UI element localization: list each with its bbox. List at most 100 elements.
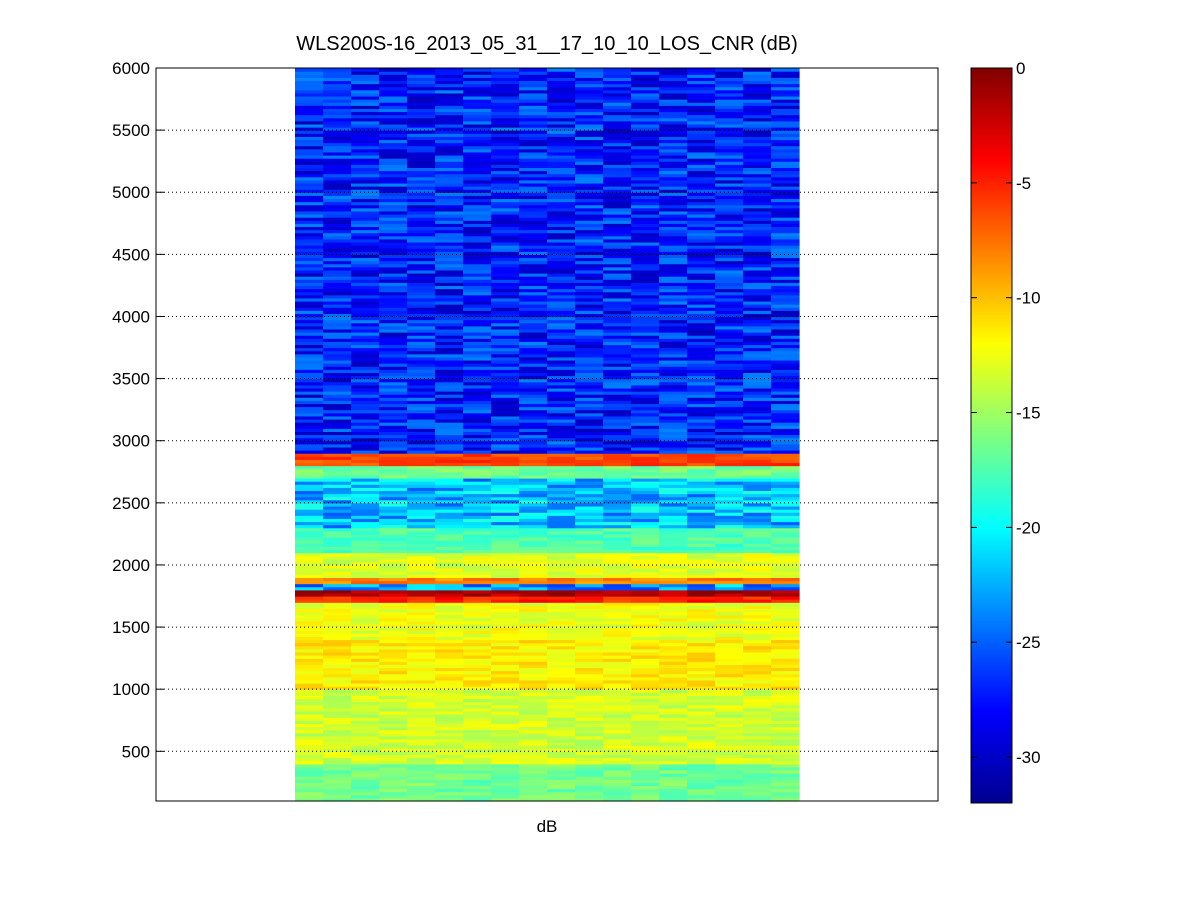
heatmap-cell bbox=[687, 403, 716, 408]
heatmap-cell bbox=[491, 686, 520, 690]
heatmap-cell bbox=[435, 785, 464, 790]
heatmap-cell bbox=[435, 437, 464, 442]
heatmap-cell bbox=[351, 692, 380, 696]
heatmap-cell bbox=[771, 530, 800, 535]
heatmap-cell bbox=[743, 518, 772, 523]
heatmap-cell bbox=[771, 636, 800, 641]
heatmap-cell bbox=[659, 397, 688, 401]
heatmap-cell bbox=[519, 409, 548, 414]
heatmap-cell bbox=[323, 288, 352, 293]
heatmap-cell bbox=[491, 161, 520, 165]
heatmap-cell bbox=[715, 403, 744, 408]
heatmap-cell bbox=[547, 574, 576, 578]
heatmap-cell bbox=[323, 201, 352, 206]
heatmap-cell bbox=[659, 714, 688, 718]
heatmap-cell bbox=[463, 580, 492, 585]
heatmap-cell bbox=[379, 288, 408, 293]
heatmap-cell bbox=[295, 679, 324, 684]
heatmap-cell bbox=[659, 316, 688, 321]
heatmap-cell bbox=[603, 754, 632, 759]
heatmap-cell bbox=[491, 642, 520, 647]
heatmap-cell bbox=[771, 387, 800, 392]
heatmap-cell bbox=[631, 95, 660, 100]
heatmap-cell bbox=[519, 794, 548, 799]
heatmap-cell bbox=[491, 415, 520, 420]
heatmap-cell bbox=[547, 763, 576, 768]
heatmap-cell bbox=[659, 282, 688, 287]
heatmap-cell bbox=[631, 198, 660, 203]
heatmap-cell bbox=[547, 766, 576, 771]
heatmap-cell bbox=[351, 226, 380, 231]
heatmap-cell bbox=[743, 164, 772, 168]
heatmap-cell bbox=[631, 232, 660, 237]
heatmap-cell bbox=[491, 297, 520, 302]
heatmap-cell bbox=[351, 304, 380, 308]
heatmap-cell bbox=[659, 161, 688, 165]
heatmap-cell bbox=[687, 272, 716, 277]
heatmap-cell bbox=[687, 518, 716, 523]
heatmap-cell bbox=[687, 720, 716, 724]
heatmap-cell bbox=[491, 682, 520, 687]
heatmap-cell bbox=[771, 397, 800, 401]
heatmap-cell bbox=[575, 176, 604, 181]
heatmap-cell bbox=[743, 344, 772, 349]
heatmap-cell bbox=[435, 422, 464, 426]
heatmap-cell bbox=[547, 664, 576, 669]
heatmap-cell bbox=[743, 592, 772, 597]
heatmap-cell bbox=[323, 332, 352, 336]
heatmap-cell bbox=[407, 748, 436, 752]
heatmap-cell bbox=[407, 720, 436, 724]
heatmap-cell bbox=[603, 627, 632, 631]
heatmap-cell bbox=[463, 518, 492, 523]
heatmap-cell bbox=[575, 325, 604, 330]
heatmap-cell bbox=[519, 381, 548, 386]
heatmap-cell bbox=[463, 198, 492, 203]
heatmap-cell bbox=[575, 661, 604, 665]
heatmap-cell bbox=[351, 741, 380, 746]
heatmap-cell bbox=[519, 269, 548, 274]
heatmap-cell bbox=[379, 260, 408, 265]
heatmap-cell bbox=[463, 794, 492, 799]
heatmap-cell bbox=[435, 381, 464, 386]
heatmap-cell bbox=[407, 384, 436, 389]
heatmap-cell bbox=[351, 111, 380, 116]
heatmap-cell bbox=[323, 158, 352, 162]
heatmap-cell bbox=[379, 136, 408, 141]
heatmap-cell bbox=[379, 182, 408, 187]
heatmap-cell bbox=[659, 769, 688, 774]
heatmap-cell bbox=[631, 397, 660, 401]
heatmap-cell bbox=[295, 633, 324, 637]
heatmap-cell bbox=[435, 490, 464, 495]
heatmap-cell bbox=[407, 409, 436, 414]
heatmap-cell bbox=[659, 257, 688, 262]
heatmap-cell bbox=[575, 99, 604, 103]
heatmap-cell bbox=[323, 599, 352, 603]
heatmap-cell bbox=[603, 673, 632, 678]
heatmap-cell bbox=[575, 223, 604, 228]
heatmap-cell bbox=[575, 198, 604, 203]
heatmap-cell bbox=[715, 456, 744, 460]
heatmap-cell bbox=[743, 797, 772, 802]
heatmap-cell bbox=[687, 592, 716, 597]
heatmap-cell bbox=[435, 350, 464, 355]
heatmap-cell bbox=[659, 664, 688, 669]
heatmap-cell bbox=[687, 574, 716, 578]
heatmap-cell bbox=[519, 580, 548, 585]
heatmap-cell bbox=[659, 341, 688, 346]
heatmap-cell bbox=[463, 151, 492, 156]
heatmap-cell bbox=[407, 77, 436, 82]
heatmap-cell bbox=[435, 120, 464, 125]
heatmap-cell bbox=[659, 701, 688, 706]
heatmap-cell bbox=[631, 313, 660, 318]
heatmap-cell bbox=[379, 263, 408, 268]
heatmap-cell bbox=[771, 319, 800, 324]
heatmap-cell bbox=[659, 754, 688, 759]
heatmap-cell bbox=[407, 238, 436, 243]
heatmap-cell bbox=[323, 195, 352, 200]
heatmap-cell bbox=[323, 220, 352, 224]
heatmap-cell bbox=[687, 201, 716, 206]
heatmap-cell bbox=[631, 571, 660, 575]
heatmap-cell bbox=[435, 729, 464, 734]
heatmap-cell bbox=[771, 732, 800, 737]
heatmap-cell bbox=[659, 484, 688, 488]
